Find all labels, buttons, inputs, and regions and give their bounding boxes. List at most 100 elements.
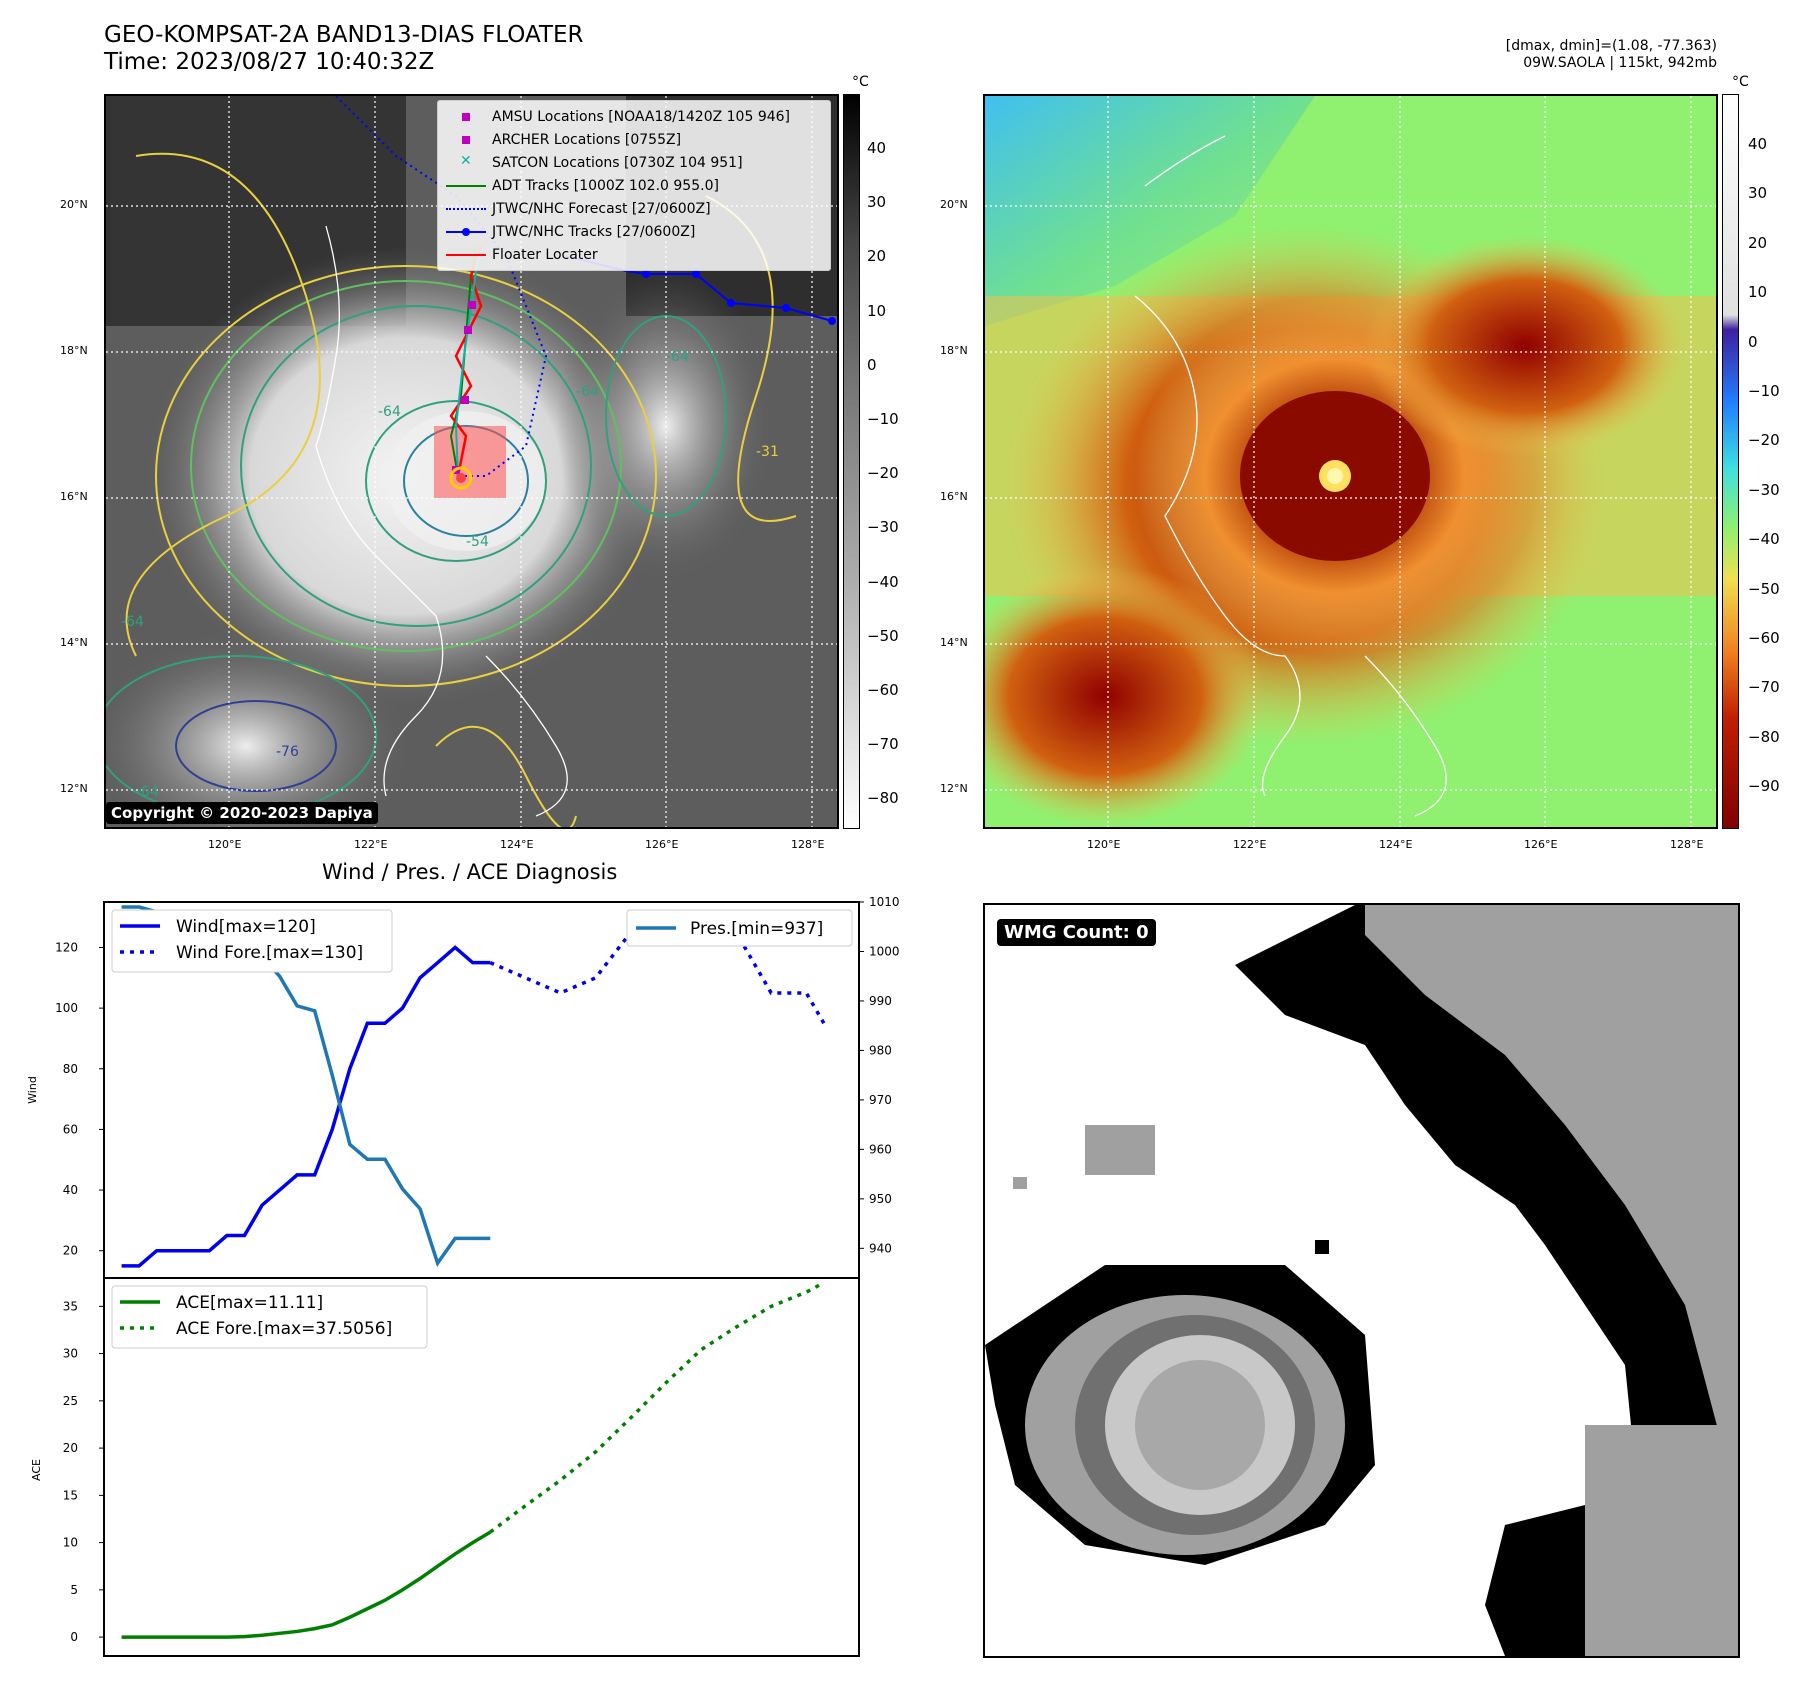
y-tick-label: 80 bbox=[63, 1062, 78, 1076]
y2-tick-label: 1010 bbox=[869, 895, 900, 909]
lon-label: 122°E bbox=[1233, 838, 1267, 851]
color-colorbar bbox=[1722, 94, 1739, 829]
colorbar-tick: 0 bbox=[1748, 332, 1758, 351]
y-tick-label: 35 bbox=[63, 1299, 78, 1313]
colorbar-tick: −90 bbox=[1748, 777, 1780, 796]
colorbar-tick: 10 bbox=[867, 301, 887, 320]
legend-entry-amsu: AMSU Locations [NOAA18/1420Z 105 946] bbox=[446, 105, 822, 128]
dmax-dmin-text: [dmax, dmin]=(1.08, -77.363) bbox=[1505, 38, 1717, 54]
lat-label: 12°N bbox=[60, 782, 88, 795]
contour-label: -64 bbox=[378, 404, 401, 420]
y-tick-label: 60 bbox=[63, 1122, 78, 1136]
contour-label: -31 bbox=[756, 444, 779, 460]
wind-legend-box bbox=[111, 909, 393, 973]
magenta-square-icon bbox=[446, 133, 486, 147]
colorbar-tick: −20 bbox=[867, 464, 899, 483]
colorbar-tick: 20 bbox=[1748, 233, 1768, 252]
lat-label: 16°N bbox=[60, 490, 88, 503]
lon-label: 120°E bbox=[208, 838, 242, 851]
ir-map-left: -64 -64 -64 -31 -54 -64 -76 -64 AMSU Loc… bbox=[104, 94, 839, 829]
colorbar-tick: −10 bbox=[867, 410, 899, 428]
colorbar-tick: 10 bbox=[1748, 283, 1768, 302]
colorbar-tick: −70 bbox=[1748, 678, 1780, 697]
y2-tick-label: 940 bbox=[869, 1241, 892, 1255]
red-line-icon bbox=[446, 248, 486, 262]
map-legend: AMSU Locations [NOAA18/1420Z 105 946] AR… bbox=[437, 100, 831, 271]
contour-label: -64 bbox=[666, 349, 689, 365]
lon-label: 128°E bbox=[1670, 838, 1704, 851]
colorbar-tick: −30 bbox=[867, 518, 899, 537]
y-tick-label: 20 bbox=[63, 1244, 78, 1258]
lat-label: 14°N bbox=[60, 636, 88, 649]
colorbar-tick: −80 bbox=[1748, 727, 1780, 746]
cyan-x-icon: ✕ bbox=[460, 152, 472, 169]
contour-label: -76 bbox=[276, 744, 299, 760]
legend-entry-floater: Floater Locater bbox=[446, 243, 822, 266]
colorbar-unit: °C bbox=[852, 74, 869, 90]
lon-label: 128°E bbox=[791, 838, 825, 851]
wmg-canvas bbox=[985, 905, 1738, 1656]
ace-panel-frame bbox=[103, 1277, 860, 1657]
ace-series-line-1 bbox=[489, 1281, 825, 1534]
colorbar-tick: 0 bbox=[867, 355, 877, 374]
magenta-square-icon bbox=[446, 110, 486, 124]
diagnosis-title: Wind / Pres. / ACE Diagnosis bbox=[322, 860, 618, 884]
lat-label: 12°N bbox=[940, 782, 968, 795]
colorbar-tick: −50 bbox=[1748, 579, 1780, 598]
y2-tick-label: 990 bbox=[869, 994, 892, 1008]
colorbar-tick: −80 bbox=[867, 789, 899, 808]
lon-label: 126°E bbox=[1524, 838, 1558, 851]
y-tick-label: 25 bbox=[63, 1394, 78, 1408]
lon-label: 126°E bbox=[645, 838, 679, 851]
legend-entry-jtwc-forecast: JTWC/NHC Forecast [27/0600Z] bbox=[446, 197, 822, 220]
legend-entry-adt: ADT Tracks [1000Z 102.0 955.0] bbox=[446, 174, 822, 197]
y-tick-label: 20 bbox=[63, 1441, 78, 1455]
wmg-panel: WMG Count: 0 bbox=[983, 903, 1740, 1658]
blue-dotted-line-icon bbox=[446, 202, 486, 216]
colorbar-tick: −50 bbox=[867, 626, 899, 645]
colorbar-tick: −60 bbox=[867, 681, 899, 699]
colorbar-tick: 30 bbox=[1748, 184, 1768, 203]
colorbar-unit: °C bbox=[1732, 74, 1749, 90]
colorbar-tick: 30 bbox=[867, 193, 887, 212]
colorbar-tick: −20 bbox=[1748, 431, 1780, 450]
wind-legend-label: Wind[max=120] bbox=[176, 917, 316, 937]
colorbar-tick: −40 bbox=[1748, 530, 1780, 549]
series-line-0 bbox=[121, 945, 491, 1268]
y-axis-label: Wind bbox=[26, 1076, 39, 1104]
grayscale-colorbar bbox=[843, 94, 860, 829]
ace-axis-label: ACE bbox=[30, 1459, 43, 1481]
contour-label: -64 bbox=[576, 384, 599, 400]
y2-tick-label: 980 bbox=[869, 1043, 892, 1057]
y2-tick-label: 960 bbox=[869, 1142, 892, 1156]
colorbar-tick: −70 bbox=[867, 735, 899, 754]
legend-entry-jtwc-tracks: JTWC/NHC Tracks [27/0600Z] bbox=[446, 220, 822, 243]
y-tick-label: 120 bbox=[55, 940, 78, 954]
y-tick-label: 0 bbox=[70, 1630, 78, 1644]
pres-legend-label: Pres.[min=937] bbox=[690, 919, 823, 939]
green-line-icon bbox=[446, 179, 486, 193]
contour-label: -64 bbox=[121, 614, 144, 630]
lat-label: 20°N bbox=[60, 198, 88, 211]
diagnosis-chart: 2040608010012094095096097098099010001010… bbox=[26, 895, 900, 1657]
lat-label: 16°N bbox=[940, 490, 968, 503]
y-tick-label: 30 bbox=[63, 1347, 78, 1361]
y-tick-label: 40 bbox=[63, 1183, 78, 1197]
figure-title: GEO-KOMPSAT-2A BAND13-DIAS FLOATER Time:… bbox=[104, 22, 584, 75]
copyright-badge: Copyright © 2020-2023 Dapiya bbox=[106, 802, 378, 824]
colorbar-tick: −40 bbox=[867, 572, 899, 591]
y2-tick-label: 1000 bbox=[869, 944, 900, 958]
ace-fore-legend-label: ACE Fore.[max=37.5056] bbox=[176, 1319, 392, 1339]
contour-label: -54 bbox=[466, 534, 489, 550]
ir-map-right-canvas bbox=[985, 96, 1716, 827]
lon-label: 120°E bbox=[1087, 838, 1121, 851]
wmg-count-badge: WMG Count: 0 bbox=[997, 919, 1156, 946]
lon-label: 122°E bbox=[354, 838, 388, 851]
y-tick-label: 100 bbox=[55, 1001, 78, 1015]
colorbar-tick: −30 bbox=[1748, 480, 1780, 499]
ir-map-right bbox=[983, 94, 1718, 829]
blue-line-dot-icon bbox=[446, 225, 486, 239]
lon-label: 124°E bbox=[500, 838, 534, 851]
lat-label: 20°N bbox=[940, 198, 968, 211]
legend-entry-archer: ARCHER Locations [0755Z] bbox=[446, 128, 822, 151]
